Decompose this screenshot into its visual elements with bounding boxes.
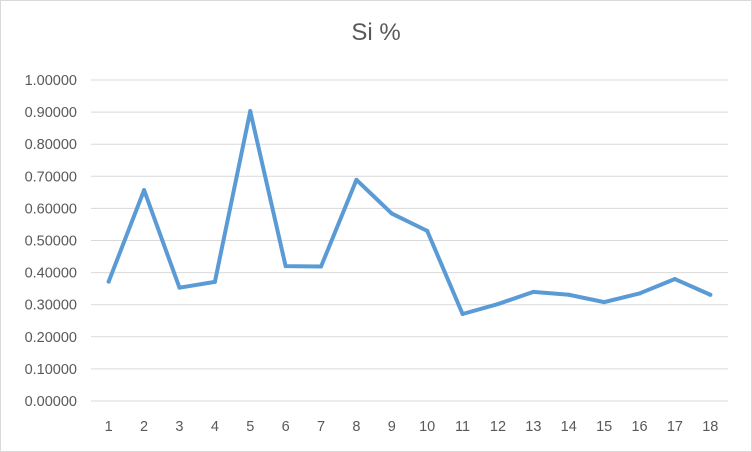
data-point: [354, 177, 359, 182]
y-tick-label: 0.70000: [25, 169, 77, 185]
data-point: [142, 188, 147, 193]
x-tick-label: 14: [561, 419, 577, 435]
y-axis-tick-labels: 0.00000 0.10000 0.20000 0.30000 0.40000 0.500…: [25, 73, 77, 410]
x-tick-label: 12: [490, 419, 506, 435]
data-point: [708, 292, 713, 297]
x-tick-label: 3: [175, 419, 183, 435]
data-point: [106, 279, 111, 284]
x-tick-label: 2: [140, 419, 148, 435]
x-tick-label: 18: [702, 419, 718, 435]
y-tick-label: 0.10000: [25, 362, 77, 378]
y-tick-label: 0.60000: [25, 201, 77, 217]
data-point: [637, 291, 642, 296]
y-tick-label: 0.20000: [25, 330, 77, 346]
data-point: [602, 300, 607, 305]
data-point: [177, 285, 182, 290]
x-tick-label: 4: [211, 419, 219, 435]
x-tick-label: 17: [667, 419, 683, 435]
x-tick-label: 13: [525, 419, 541, 435]
x-tick-label: 9: [388, 419, 396, 435]
x-tick-label: 11: [455, 419, 470, 435]
gridlines: [91, 79, 728, 402]
data-point: [319, 264, 324, 269]
data-point: [212, 279, 217, 284]
data-point: [283, 264, 288, 269]
x-tick-label: 10: [419, 419, 435, 435]
y-tick-label: 0.50000: [25, 234, 77, 250]
x-tick-label: 7: [317, 419, 325, 435]
x-tick-label: 1: [105, 419, 113, 435]
x-tick-label: 6: [282, 419, 290, 435]
x-tick-label: 8: [352, 419, 360, 435]
x-axis-tick-labels: 1 2 3 4 5 6 7 8 9 10 11 12 13 14 15 16 17 18: [105, 419, 719, 435]
x-tick-label: 15: [596, 419, 612, 435]
y-tick-label: 0.90000: [25, 105, 77, 121]
y-tick-label: 0.30000: [25, 298, 77, 314]
series-layer: [106, 109, 713, 317]
data-point: [495, 302, 500, 307]
y-tick-label: 0.40000: [25, 266, 77, 282]
x-tick-label: 16: [631, 419, 647, 435]
data-point: [531, 289, 536, 294]
y-tick-label: 1.00000: [25, 73, 77, 89]
data-point: [672, 277, 677, 282]
y-tick-label: 0.80000: [25, 137, 77, 153]
chart-title: Si %: [351, 19, 401, 46]
data-point: [248, 109, 253, 114]
y-tick-label: 0.00000: [25, 394, 77, 410]
series-line: [106, 109, 713, 317]
data-point: [389, 211, 394, 216]
x-tick-label: 5: [246, 419, 254, 435]
data-point: [566, 292, 571, 297]
data-point: [425, 228, 430, 233]
data-point: [460, 312, 465, 317]
